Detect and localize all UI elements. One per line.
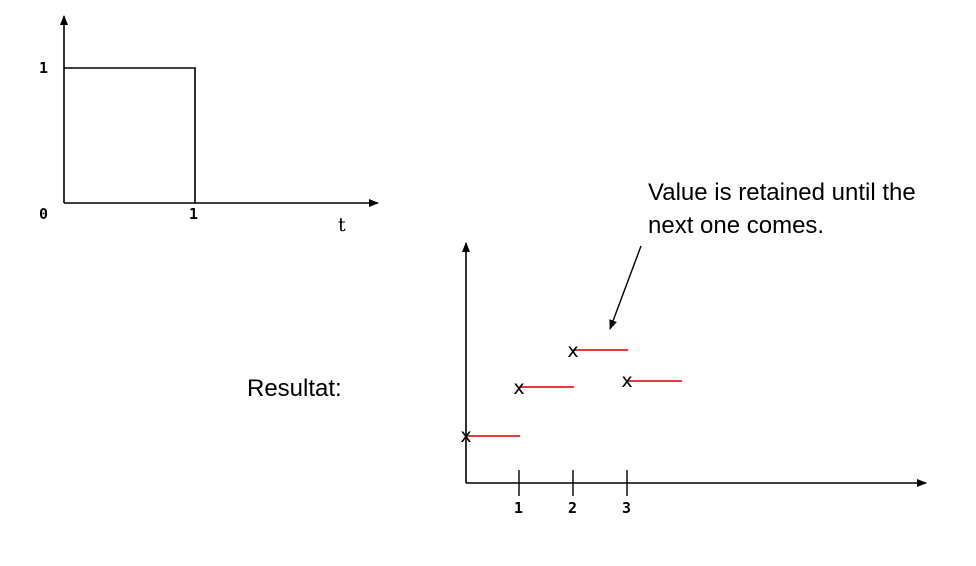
pulse-y-tick-1: 1 (39, 59, 48, 77)
annotation-arrow (609, 245, 642, 330)
sample-marker-0: x (460, 425, 471, 447)
annotation-line-2: next one comes. (648, 212, 824, 239)
sample-marker-3: x (621, 370, 632, 392)
hold-x-tick-label-3: 3 (622, 499, 631, 517)
pulse-signal (64, 67, 196, 203)
pulse-y-tick-0: 0 (39, 205, 48, 223)
annotation-line-1: Value is retained until the (648, 179, 916, 206)
pulse-plot: 1 0 1 t (39, 15, 379, 236)
sample-marker-1: x (513, 377, 524, 399)
annotation: Value is retained until the next one com… (609, 179, 916, 330)
pulse-x-tick-1: 1 (189, 205, 198, 223)
sample-marker-2: x (567, 340, 578, 362)
hold-x-tick-label-1: 1 (514, 499, 523, 517)
result-label: Resultat: (247, 375, 342, 402)
hold-x-tick-label-2: 2 (568, 499, 577, 517)
hold-plot: 1 2 3 x x x x (460, 242, 927, 517)
pulse-x-label: t (338, 214, 346, 236)
